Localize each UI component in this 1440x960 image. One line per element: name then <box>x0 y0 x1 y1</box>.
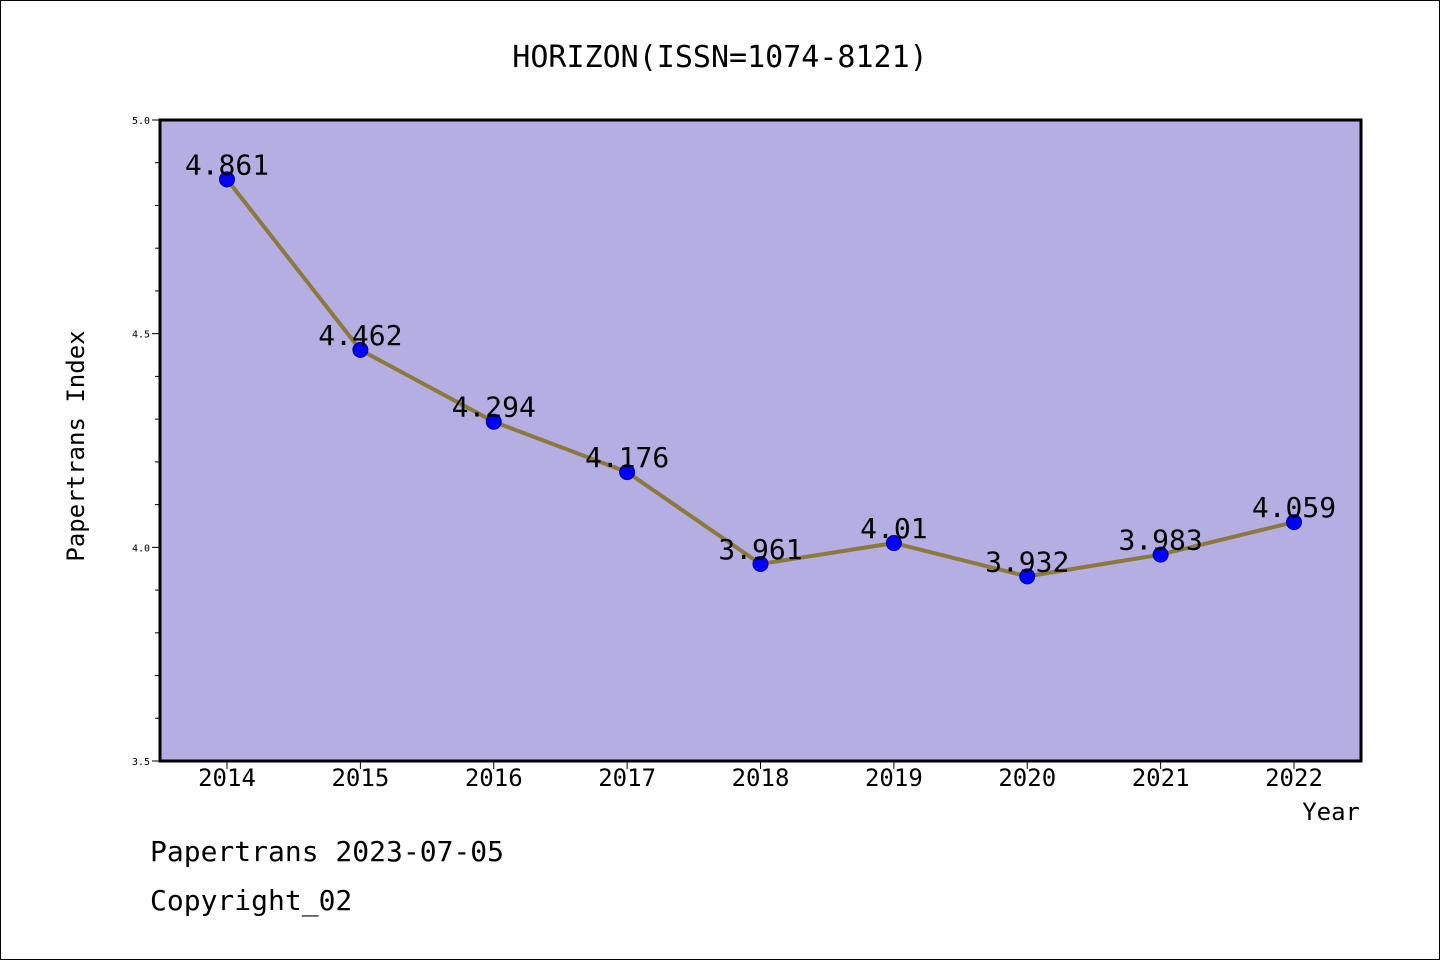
x-tick-label: 2018 <box>732 764 790 792</box>
x-axis-label: Year <box>1302 798 1360 826</box>
data-label: 3.983 <box>1118 524 1202 557</box>
y-tick-label: 3.5 <box>132 757 150 768</box>
data-point <box>1152 546 1169 563</box>
x-tick-label: 2017 <box>598 764 656 792</box>
data-label: 4.01 <box>860 512 927 545</box>
x-tick-label: 2014 <box>198 764 256 792</box>
x-axis: 2014 2015 2016 2017 2018 2019 2020 2021 2022 <box>198 761 1323 792</box>
chart-title: HORIZON(ISSN=1074-8121) <box>512 40 927 75</box>
data-point <box>752 555 769 572</box>
data-point <box>1019 568 1036 585</box>
x-tick-label: 2020 <box>998 764 1056 792</box>
plot-border <box>158 118 1363 763</box>
data-point <box>352 341 369 358</box>
x-tick-label: 2019 <box>865 764 923 792</box>
data-label: 4.059 <box>1252 491 1336 524</box>
data-point <box>219 171 235 188</box>
data-label: 4.861 <box>185 148 269 181</box>
y-tick-label: 4.5 <box>132 330 150 341</box>
plot-area <box>160 120 1361 761</box>
footer-copyright: Copyright_02 <box>150 884 353 917</box>
data-point <box>619 464 636 481</box>
data-point <box>1286 514 1302 531</box>
data-labels: 4.861 4.462 4.294 4.176 3.961 4.01 3.932 3.983 4… <box>185 148 1336 578</box>
y-tick-label: 4.0 <box>132 543 150 554</box>
data-label: 3.961 <box>718 533 802 566</box>
data-points <box>219 171 1302 585</box>
y-axis: 3.5 4.0 4.5 5.0 <box>132 116 160 768</box>
data-point <box>885 535 902 552</box>
data-label: 3.932 <box>985 545 1069 578</box>
x-tick-label: 2022 <box>1265 764 1323 792</box>
x-tick-label: 2016 <box>465 764 523 792</box>
data-label: 4.462 <box>318 319 402 352</box>
data-label: 4.176 <box>585 441 669 474</box>
y-tick-label: 5.0 <box>132 116 150 127</box>
footer-date: Papertrans 2023-07-05 <box>150 835 505 868</box>
x-tick-label: 2021 <box>1132 764 1190 792</box>
data-point <box>485 413 502 430</box>
x-tick-label: 2015 <box>331 764 389 792</box>
y-axis-label: Papertrans Index <box>62 330 90 561</box>
data-label: 4.294 <box>452 391 536 424</box>
